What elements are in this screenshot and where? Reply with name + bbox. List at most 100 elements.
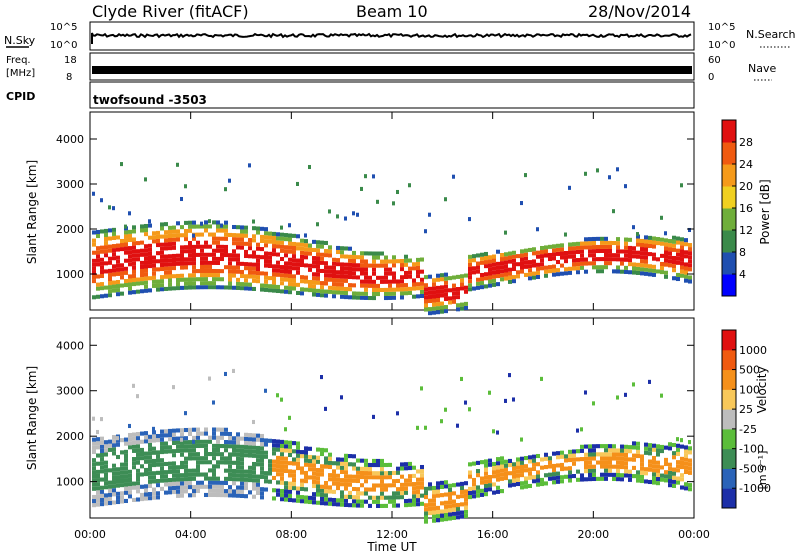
power-cell (636, 234, 640, 239)
power-cell (204, 285, 208, 290)
power-colorbar-label-1: 8 (739, 246, 746, 259)
power-cell (568, 242, 572, 247)
velocity-cell (320, 464, 324, 469)
velocity-cell (92, 499, 96, 504)
velocity-cell (320, 375, 323, 380)
power-cell (604, 248, 608, 254)
power-cell (324, 269, 328, 274)
velocity-cell (104, 476, 108, 482)
velocity-cell (480, 460, 484, 465)
velocity-cell (504, 476, 508, 481)
velocity-cell (152, 426, 155, 431)
power-cell (364, 174, 367, 179)
power-cell (172, 241, 176, 246)
power-cell (492, 262, 496, 267)
power-cell (288, 282, 292, 287)
velocity-cell (408, 478, 412, 483)
velocity-cell (256, 445, 260, 450)
power-cell (444, 276, 448, 281)
power-cell (152, 271, 156, 276)
velocity-cell (684, 457, 688, 462)
velocity-cell (420, 386, 423, 391)
velocity-cell (292, 477, 296, 482)
velocity-cell (308, 495, 312, 500)
velocity-cell (160, 450, 164, 455)
velocity-cell (628, 445, 632, 450)
power-cell (604, 257, 608, 262)
power-cell (316, 268, 320, 273)
power-cell (108, 272, 112, 277)
velocity-cell (624, 452, 628, 458)
velocity-cell (312, 459, 316, 464)
velocity-cell (572, 449, 576, 454)
velocity-cell (264, 438, 268, 443)
power-cell (680, 265, 684, 270)
power-cell (552, 264, 556, 269)
velocity-cell (624, 392, 627, 397)
velocity-cell (616, 456, 620, 461)
velocity-cell (92, 445, 96, 450)
power-cell (628, 262, 632, 267)
velocity-cell (156, 458, 160, 463)
power-cell (220, 277, 224, 282)
power-cell (596, 265, 600, 270)
power-cell (648, 272, 652, 277)
velocity-cell (232, 468, 236, 474)
power-cell (192, 261, 196, 266)
velocity-cell (560, 479, 564, 484)
velocity-colorbar-label-3: 25 (739, 403, 753, 416)
velocity-cell (652, 480, 656, 485)
power-cell (92, 238, 96, 243)
power-cell (476, 277, 480, 282)
velocity-cell (140, 464, 144, 469)
power-cell (280, 277, 284, 282)
velocity-cell (276, 464, 280, 469)
power-cell (504, 264, 508, 269)
power-cell (376, 275, 380, 280)
power-cell (492, 266, 496, 271)
velocity-cell (344, 453, 348, 458)
velocity-cell (660, 477, 664, 482)
velocity-cell (128, 494, 132, 499)
velocity-cell (400, 482, 404, 487)
velocity-cell (100, 448, 104, 453)
velocity-cell (96, 453, 100, 458)
power-cell (284, 249, 288, 254)
velocity-cell (520, 473, 524, 478)
power-cell (208, 260, 212, 265)
power-cell (392, 271, 396, 276)
power-cell (388, 295, 392, 300)
power-cell (136, 257, 140, 262)
power-cell (236, 285, 240, 290)
velocity-cell (468, 470, 472, 475)
power-cell (684, 254, 688, 259)
power-cell (160, 287, 164, 292)
velocity-cell (308, 467, 312, 472)
velocity-cell (556, 475, 560, 480)
power-ytick-label-1: 2000 (56, 223, 84, 236)
power-cell (156, 287, 160, 292)
power-cell (216, 285, 220, 290)
power-cell (680, 253, 684, 258)
velocity-cell (172, 428, 176, 433)
velocity-cell (216, 447, 220, 453)
power-cell (304, 287, 308, 292)
power-cell (296, 181, 299, 186)
velocity-cell (448, 512, 452, 517)
velocity-cell (212, 456, 216, 461)
velocity-cell (456, 502, 460, 508)
velocity-colorbar-frame (721, 329, 737, 509)
power-colorbar-label-2: 12 (739, 224, 753, 237)
velocity-cell (120, 495, 124, 500)
power-cell (112, 248, 116, 253)
power-cell (488, 279, 492, 284)
power-cell (588, 241, 592, 246)
power-cell (100, 269, 104, 274)
velocity-cell (256, 482, 260, 487)
velocity-cell (376, 463, 380, 468)
velocity-cell (424, 507, 428, 512)
velocity-cell (644, 442, 648, 447)
power-cell (688, 267, 692, 272)
velocity-cell (496, 473, 500, 478)
velocity-cell (588, 448, 592, 453)
